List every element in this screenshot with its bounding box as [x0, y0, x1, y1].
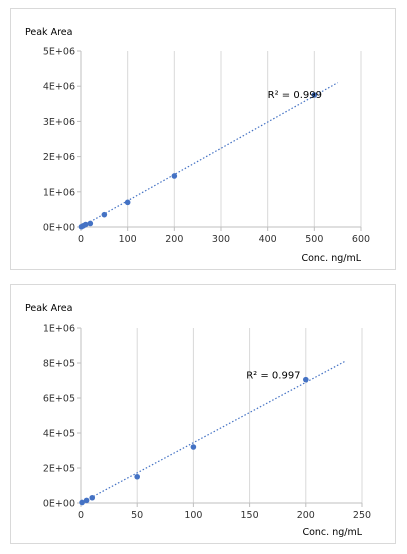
- data-point: [89, 494, 96, 501]
- x-tick-label: 0: [78, 234, 84, 245]
- x-tick-label: 400: [259, 234, 277, 245]
- y-tick-label: 2E+06: [43, 152, 75, 163]
- y-tick-label: 3E+06: [43, 117, 75, 128]
- x-tick-label: 600: [352, 234, 370, 245]
- y-tick-label: 4E+06: [43, 82, 75, 93]
- y-tick-label: 6E+05: [43, 394, 75, 405]
- data-point: [83, 497, 90, 504]
- x-tick-label: 0: [78, 510, 84, 521]
- data-point: [303, 376, 309, 383]
- data-point: [311, 92, 318, 98]
- y-tick-label: 0E+00: [43, 499, 75, 510]
- data-point: [124, 199, 131, 206]
- data-point: [134, 473, 140, 480]
- x-tick-label: 100: [119, 234, 137, 245]
- calibration-chart-bottom: Peak Area 0E+00 2E+05 4E+05 6E+05 8E+05 1E+06 0…: [10, 284, 396, 544]
- calibration-chart-top-svg: Peak Area 0E+00 1E+06 2E+06 3E+06 4E+06 5E+06 0…: [25, 27, 370, 264]
- calibration-chart-top: Peak Area 0E+00 1E+06 2E+06 3E+06 4E+06 5E+06 0…: [10, 8, 396, 270]
- data-point: [79, 499, 85, 506]
- x-tick-label: 100: [184, 510, 202, 521]
- y-tick-label: 8E+05: [43, 359, 75, 370]
- data-point: [190, 444, 197, 450]
- x-tick-label: 250: [353, 510, 371, 521]
- data-point: [82, 221, 89, 228]
- x-tick-label: 500: [305, 234, 323, 245]
- y-tick-label: 1E+06: [43, 187, 75, 198]
- data-point: [101, 211, 108, 218]
- x-tick-label: 200: [297, 510, 315, 521]
- trendline: [80, 82, 338, 228]
- y-tick-label: 2E+05: [43, 464, 75, 475]
- x-tick-label: 300: [212, 234, 230, 245]
- calibration-chart-bottom-svg: Peak Area 0E+00 2E+05 4E+05 6E+05 8E+05 1E+06 0…: [25, 303, 371, 538]
- y-axis-title: Peak Area: [25, 303, 72, 314]
- trendline: [80, 360, 346, 504]
- x-axis-title: Conc. ng/mL: [301, 253, 361, 264]
- x-axis-title: Conc. ng/mL: [302, 527, 362, 538]
- y-tick-label: 4E+05: [43, 429, 75, 440]
- r-squared-label: R² = 0.999: [268, 90, 322, 101]
- y-tick-label: 0E+00: [43, 223, 75, 234]
- y-axis-title: Peak Area: [25, 27, 72, 38]
- y-tick-label: 5E+06: [43, 47, 75, 58]
- y-tick-label: 1E+06: [43, 324, 75, 335]
- data-point: [171, 173, 178, 179]
- data-point: [87, 220, 94, 227]
- x-tick-label: 150: [241, 510, 259, 521]
- x-tick-label: 50: [131, 510, 143, 521]
- r-squared-label: R² = 0.997: [246, 370, 300, 381]
- x-tick-label: 200: [165, 234, 183, 245]
